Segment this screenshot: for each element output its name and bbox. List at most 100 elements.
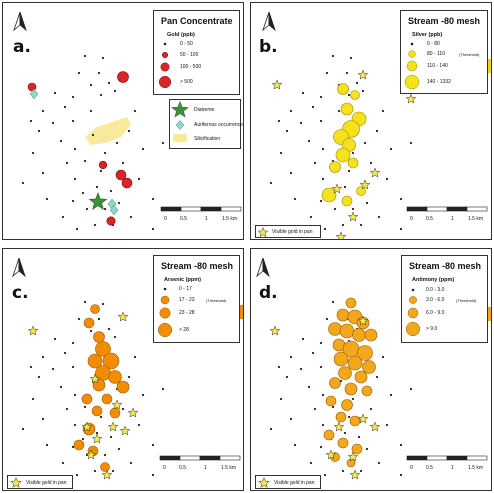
north-arrow-icon bbox=[262, 11, 270, 32]
scale-bar-segment bbox=[426, 206, 448, 212]
sample-point bbox=[85, 207, 89, 211]
anomaly-marker bbox=[349, 415, 361, 427]
panel-label-d: d. bbox=[259, 283, 278, 303]
feature-symbols-a bbox=[171, 100, 189, 142]
scale-bar-segment bbox=[446, 455, 468, 461]
legend-class-c-3: 23 - 28 bbox=[179, 310, 195, 316]
anomaly-marker bbox=[90, 304, 100, 314]
anomaly-marker bbox=[102, 352, 120, 370]
sample-point bbox=[289, 417, 293, 421]
sample-point bbox=[93, 223, 97, 227]
visible-gold-star-icon bbox=[335, 231, 347, 239]
sample-point bbox=[51, 121, 55, 125]
scale-bar-segment bbox=[180, 206, 202, 212]
legend-title-d: Stream -80 mesh bbox=[409, 261, 482, 271]
diatreme-legend-icon bbox=[171, 100, 189, 118]
sample-point bbox=[333, 207, 337, 211]
sample-point bbox=[117, 447, 121, 451]
sample-point bbox=[63, 105, 67, 109]
edge-marker bbox=[239, 305, 243, 319]
sample-point bbox=[93, 469, 97, 473]
sample-point bbox=[399, 473, 403, 477]
sample-point bbox=[345, 71, 349, 75]
sample-point bbox=[59, 139, 63, 143]
sample-point bbox=[117, 201, 121, 205]
sample-point bbox=[73, 147, 77, 151]
anomaly-marker bbox=[340, 102, 354, 116]
sample-point bbox=[83, 300, 87, 304]
sample-point bbox=[381, 109, 385, 113]
sample-point bbox=[321, 177, 325, 181]
sample-point bbox=[115, 141, 119, 145]
visible-gold-star-icon bbox=[119, 425, 131, 436]
visible-gold-star-icon bbox=[271, 79, 283, 90]
sample-point bbox=[53, 91, 57, 95]
visible-gold-legend-c: Visible gold in pan bbox=[7, 475, 73, 489]
anomaly-marker bbox=[117, 71, 129, 83]
visible-gold-star-icon bbox=[101, 469, 113, 480]
sample-point bbox=[89, 109, 93, 113]
anomaly-marker bbox=[121, 177, 133, 189]
anomaly-marker bbox=[328, 322, 342, 336]
anomaly-marker bbox=[101, 393, 113, 405]
anomaly-marker bbox=[109, 407, 121, 419]
anomaly-marker bbox=[325, 395, 337, 407]
sample-point bbox=[269, 181, 273, 185]
sample-point bbox=[343, 185, 347, 189]
scale-label-a-2: 1 bbox=[205, 216, 208, 222]
sample-point bbox=[71, 119, 75, 123]
sample-point bbox=[107, 81, 111, 85]
sample-point bbox=[75, 227, 79, 231]
sample-point bbox=[279, 397, 283, 401]
anomaly-marker bbox=[347, 355, 363, 371]
sample-point bbox=[375, 129, 379, 133]
sample-point bbox=[325, 317, 329, 321]
sample-point bbox=[113, 335, 117, 339]
sample-point bbox=[351, 397, 355, 401]
feature-label-silicification: Silicification bbox=[194, 136, 221, 142]
sample-point bbox=[331, 54, 335, 58]
sample-point bbox=[45, 443, 49, 447]
anomaly-marker bbox=[341, 195, 353, 207]
sample-point bbox=[73, 393, 77, 397]
sample-point bbox=[277, 365, 281, 369]
sample-point bbox=[319, 365, 323, 369]
legend-class-c-4: > 28 bbox=[179, 327, 189, 333]
scale-label-d-0: 0 bbox=[410, 465, 413, 471]
sample-point bbox=[97, 71, 101, 75]
legend-title-b: Stream -80 mesh bbox=[408, 16, 481, 26]
scale-label-a-0: 0 bbox=[164, 216, 167, 222]
anomaly-marker bbox=[362, 360, 376, 374]
sample-point bbox=[141, 147, 145, 151]
sample-point bbox=[127, 129, 131, 133]
sample-point bbox=[29, 119, 33, 123]
visible-gold-star-icon bbox=[85, 449, 97, 460]
visible-gold-legend-icon-d bbox=[258, 476, 270, 488]
north-arrow-icon bbox=[13, 11, 21, 32]
sample-point bbox=[347, 93, 351, 97]
sample-point bbox=[83, 159, 87, 163]
legend-symbols-b bbox=[404, 42, 420, 90]
legend-title-c: Stream -80 mesh bbox=[161, 261, 234, 271]
anomaly-marker bbox=[341, 399, 353, 411]
sample-point bbox=[319, 119, 323, 123]
sample-point bbox=[307, 139, 311, 143]
anomaly-marker bbox=[344, 382, 358, 396]
anomaly-marker bbox=[364, 328, 378, 342]
sample-point bbox=[299, 367, 303, 371]
north-arrow-icon bbox=[256, 257, 264, 278]
feature-legend-a: Diatreme Auriferous occurrence Silicific… bbox=[169, 99, 243, 149]
sample-point bbox=[65, 407, 69, 411]
sample-point bbox=[41, 171, 45, 175]
sample-point bbox=[347, 169, 351, 173]
sample-point bbox=[399, 227, 403, 231]
anomaly-marker bbox=[335, 147, 351, 163]
scale-label-b-0: 0 bbox=[410, 216, 413, 222]
visible-gold-legend-icon-c bbox=[10, 476, 22, 488]
sample-point bbox=[31, 151, 35, 155]
sample-point bbox=[313, 161, 317, 165]
map-panel-a: a. Pan Concentrate Gold (ppb) 0 - 50 50 … bbox=[2, 2, 244, 240]
sample-point bbox=[311, 105, 315, 109]
anomaly-marker bbox=[329, 377, 341, 389]
visible-gold-label-c: Visible gold in pan bbox=[26, 480, 67, 486]
